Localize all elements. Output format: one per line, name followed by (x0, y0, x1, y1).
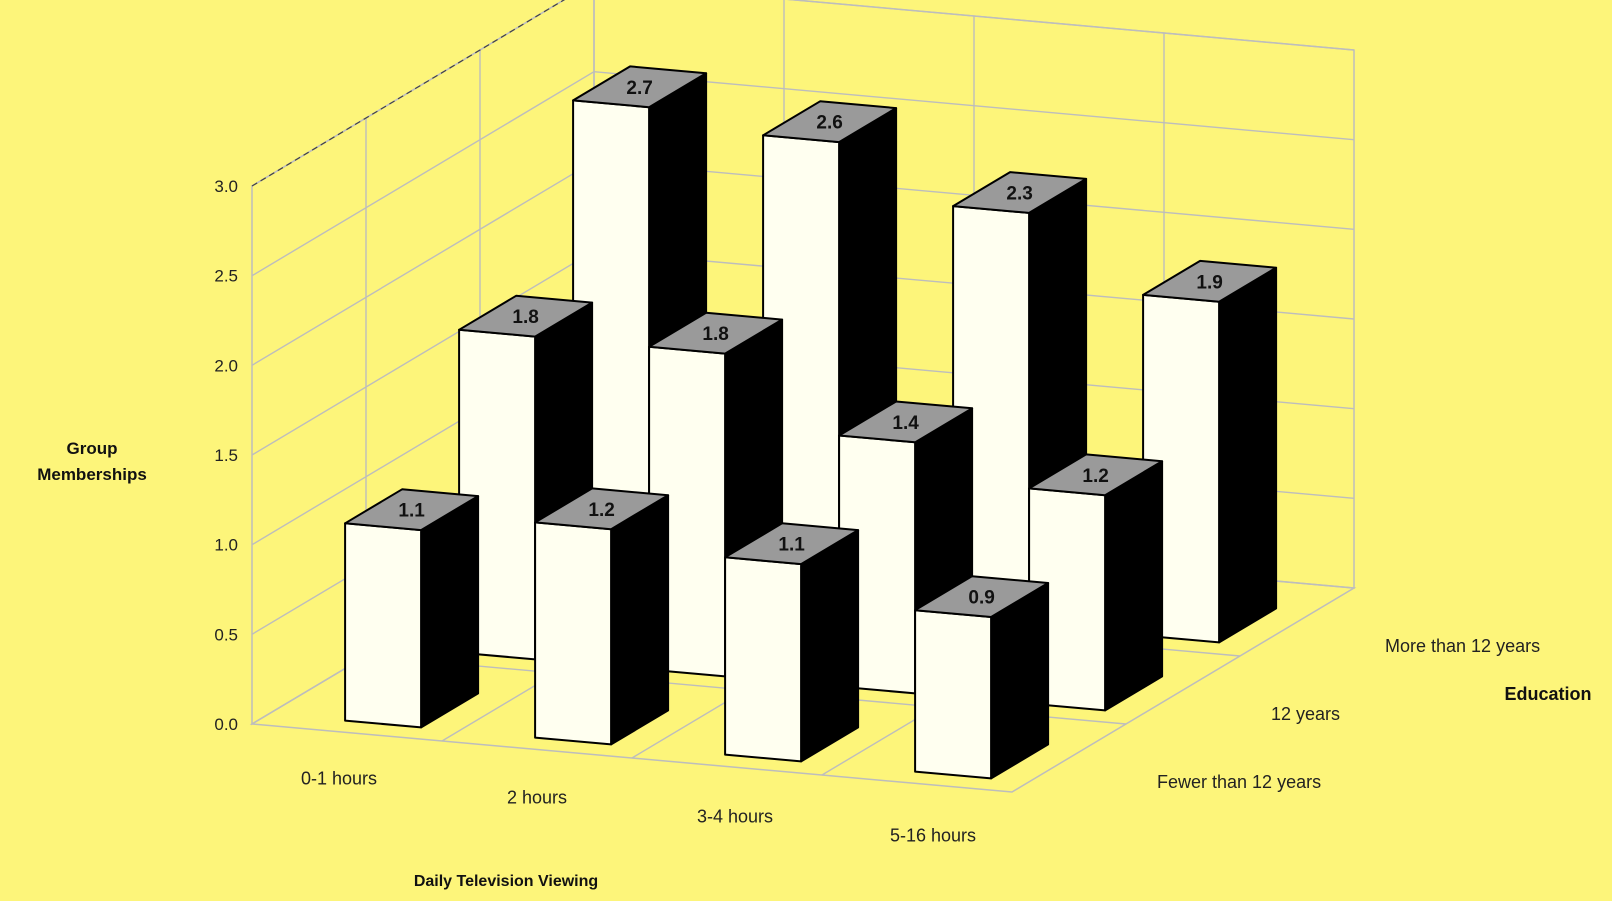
z-category-label: More than 12 years (1385, 636, 1540, 656)
z-axis-title: Education (1504, 684, 1591, 704)
x-category-label: 5-16 hours (890, 826, 976, 846)
bar-side-face (800, 529, 860, 763)
bar-top-face (1142, 259, 1278, 303)
bar-value-label: 1.1 (778, 535, 805, 556)
bar-value-label: 2.7 (626, 78, 652, 99)
bar-top-face (952, 171, 1088, 214)
bar-value-label: 1.9 (1196, 272, 1222, 293)
y-tick-label: 0.5 (214, 625, 238, 644)
bar-top-face (914, 575, 1050, 618)
bar: 1.1 (724, 522, 860, 763)
bar-top-face (762, 100, 898, 144)
y-tick-label: 1.0 (214, 536, 238, 555)
bar: 0.9 (914, 575, 1050, 780)
y-tick-label: 1.5 (214, 446, 238, 465)
bar-value-label: 2.6 (816, 113, 842, 134)
y-tick-label: 2.0 (214, 356, 238, 375)
bar-side-face (1218, 266, 1278, 644)
bar-value-label: 1.8 (702, 324, 728, 345)
bar: 1.2 (1028, 453, 1164, 712)
bar-value-label: 1.2 (588, 500, 614, 521)
bar-value-label: 1.2 (1082, 466, 1108, 487)
y-tick-label: 3.0 (214, 177, 238, 196)
bar-side-face (1104, 460, 1164, 712)
bar-top-face (838, 400, 974, 444)
z-category-label: 12 years (1271, 704, 1340, 724)
bar-value-label: 0.9 (968, 588, 994, 609)
bar-value-label: 1.4 (892, 413, 919, 434)
y-tick-label: 0.0 (214, 715, 238, 734)
x-category-label: 2 hours (507, 788, 567, 808)
bar-top-face (344, 488, 480, 532)
y-axis-title-line2: Memberships (37, 465, 147, 484)
bar-front-face (724, 556, 803, 763)
bar-side-face (610, 494, 670, 746)
bar-top-face (458, 294, 594, 338)
x-category-label: 3-4 hours (697, 807, 773, 827)
bar-top-face (534, 487, 670, 531)
bar-front-face (534, 521, 613, 746)
bar-top-face (572, 65, 708, 109)
bar-top-face (648, 311, 784, 355)
left-wall-top-edge (251, 0, 565, 187)
bar: 1.2 (534, 487, 670, 746)
z-category-label: Fewer than 12 years (1157, 772, 1321, 792)
bar-front-face (344, 522, 423, 729)
x-axis-title: Daily Television Viewing (414, 873, 598, 890)
bar: 1.1 (344, 488, 480, 729)
bar-top-face (1028, 453, 1164, 497)
bar-value-label: 1.1 (398, 501, 425, 522)
bar-top-face (724, 522, 860, 566)
y-axis-title-line1: Group (67, 439, 118, 458)
bar-front-face (914, 609, 993, 780)
bar-side-face (420, 495, 480, 729)
bar-value-label: 2.3 (1006, 184, 1032, 205)
y-tick-label: 2.5 (214, 267, 238, 286)
bar-value-label: 1.8 (512, 307, 538, 328)
x-category-label: 0-1 hours (301, 769, 377, 789)
